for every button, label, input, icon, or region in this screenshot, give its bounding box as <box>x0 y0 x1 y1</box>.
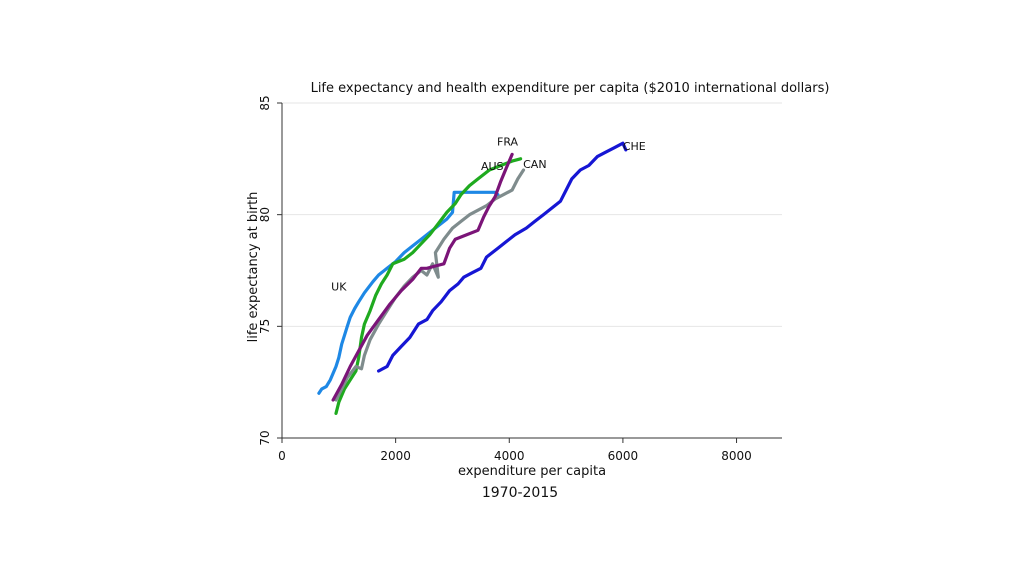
grid <box>282 102 782 439</box>
x-tick-label-8000: 8000 <box>721 449 752 463</box>
y-tick-label-85: 85 <box>258 95 272 110</box>
series-label-uk: UK <box>331 281 347 294</box>
series-line-che <box>377 141 628 373</box>
chart-caption: 1970-2015 <box>481 485 559 501</box>
series-label-fra: FRA <box>497 135 519 148</box>
series-line-can <box>334 168 526 402</box>
series-label-can: CAN <box>523 158 546 171</box>
x-tick-label-0: 0 <box>278 449 286 463</box>
series-line-fra <box>331 152 514 402</box>
series-label-che: CHE <box>623 140 646 153</box>
x-tick-label-6000: 6000 <box>608 449 639 463</box>
x-tick-label-2000: 2000 <box>380 449 411 463</box>
x-tick-label-4000: 4000 <box>494 449 525 463</box>
series-group: UK AUS CAN FRA CHE <box>317 135 646 415</box>
series-label-aus: AUS <box>481 160 504 173</box>
chart-title: Life expectancy and health expenditure p… <box>311 81 830 96</box>
y-tick-label-70: 70 <box>258 430 272 445</box>
series-line-aus <box>334 157 523 415</box>
x-axis-label: expenditure per capita <box>458 464 606 479</box>
y-tick-label-75: 75 <box>258 319 272 334</box>
axes: 70 75 80 85 0 2000 4000 6000 8000 <box>258 95 782 463</box>
y-tick-label-80: 80 <box>258 207 272 222</box>
y-axis-label: life expectancy at birth <box>246 192 261 343</box>
